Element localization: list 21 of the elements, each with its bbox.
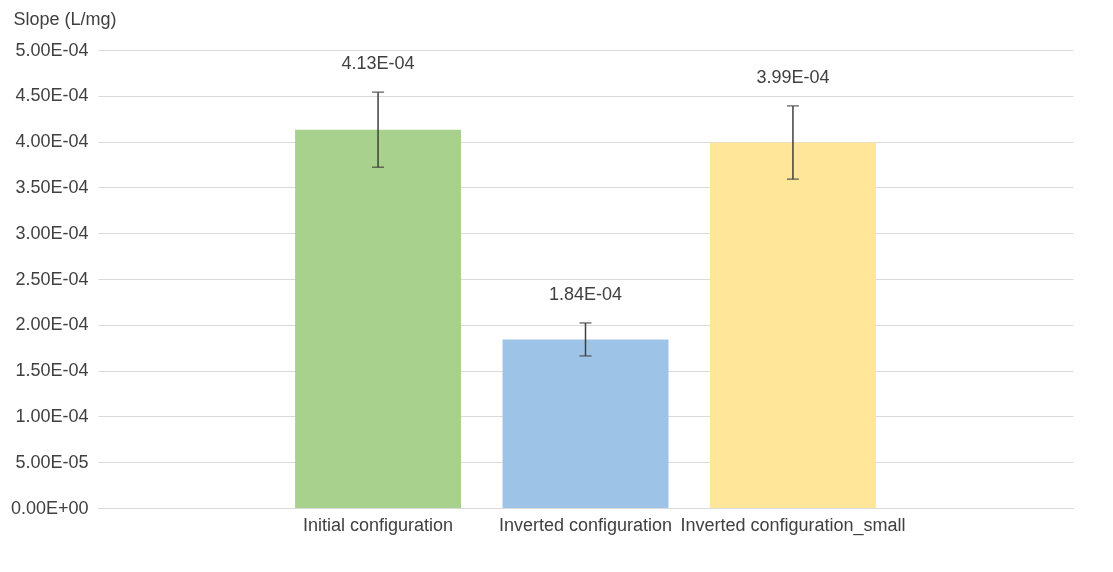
y-tick-label: 1.00E-04 (15, 405, 89, 426)
bar (709, 142, 876, 508)
x-tick-label: Inverted configuration_small (680, 514, 906, 536)
y-tick-label: 2.50E-04 (15, 268, 89, 289)
y-tick-label: 3.50E-04 (15, 176, 89, 197)
y-tick-label: 3.00E-04 (15, 222, 89, 243)
y-axis-title: Slope (L/mg) (13, 8, 117, 29)
bar (295, 129, 462, 508)
data-label: 3.99E-04 (756, 66, 830, 87)
y-tick-label: 4.50E-04 (15, 85, 89, 106)
y-tick-label: 1.50E-04 (15, 360, 89, 381)
y-tick-label: 4.00E-04 (15, 131, 89, 152)
x-tick-label: Initial configuration (303, 514, 454, 535)
x-tick-label: Inverted configuration (498, 514, 673, 535)
y-tick-label: 2.00E-04 (15, 314, 89, 335)
y-tick-label: 0.00E+00 (10, 497, 89, 518)
y-tick-label: 5.00E-05 (15, 451, 89, 472)
bar (502, 339, 669, 508)
data-label: 4.13E-04 (341, 53, 415, 74)
y-tick-label: 5.00E-04 (15, 39, 89, 60)
data-label: 1.84E-04 (548, 283, 623, 304)
